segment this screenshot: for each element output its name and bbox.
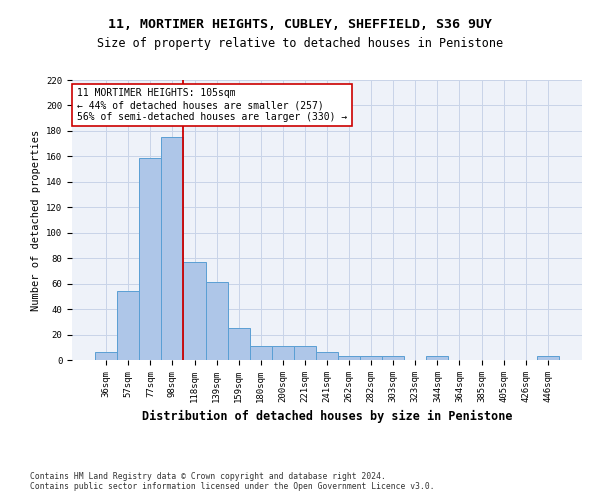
Bar — [338, 356, 360, 360]
Bar — [139, 158, 161, 360]
Y-axis label: Number of detached properties: Number of detached properties — [31, 130, 41, 310]
X-axis label: Distribution of detached houses by size in Penistone: Distribution of detached houses by size … — [142, 410, 512, 424]
Bar — [95, 352, 117, 360]
Text: 11, MORTIMER HEIGHTS, CUBLEY, SHEFFIELD, S36 9UY: 11, MORTIMER HEIGHTS, CUBLEY, SHEFFIELD,… — [108, 18, 492, 30]
Bar — [537, 356, 559, 360]
Bar — [360, 356, 382, 360]
Bar — [206, 282, 227, 360]
Text: Contains HM Land Registry data © Crown copyright and database right 2024.: Contains HM Land Registry data © Crown c… — [30, 472, 386, 481]
Text: Contains public sector information licensed under the Open Government Licence v3: Contains public sector information licen… — [30, 482, 434, 491]
Bar — [161, 138, 184, 360]
Bar — [184, 262, 206, 360]
Bar — [227, 328, 250, 360]
Bar — [250, 346, 272, 360]
Bar — [272, 346, 294, 360]
Bar — [427, 356, 448, 360]
Bar — [294, 346, 316, 360]
Bar — [117, 292, 139, 360]
Bar — [316, 352, 338, 360]
Text: Size of property relative to detached houses in Penistone: Size of property relative to detached ho… — [97, 38, 503, 51]
Text: 11 MORTIMER HEIGHTS: 105sqm
← 44% of detached houses are smaller (257)
56% of se: 11 MORTIMER HEIGHTS: 105sqm ← 44% of det… — [77, 88, 347, 122]
Bar — [382, 356, 404, 360]
